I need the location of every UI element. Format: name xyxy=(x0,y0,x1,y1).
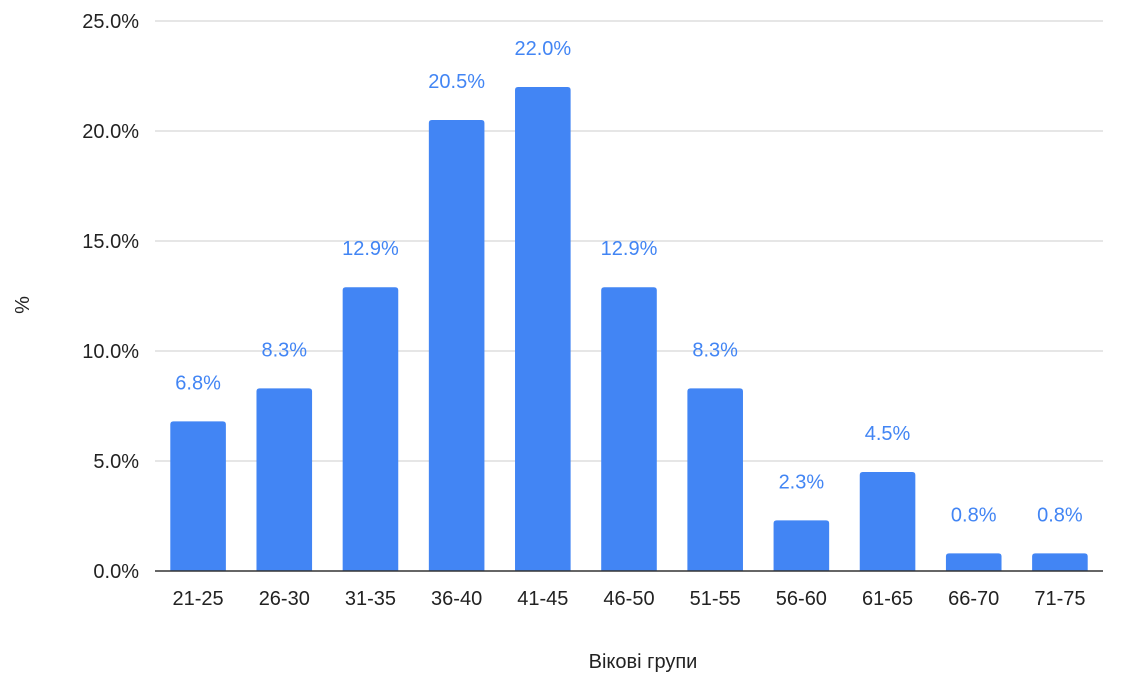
y-tick-label: 5.0% xyxy=(93,451,139,473)
bar-26-30 xyxy=(256,388,313,571)
bar-31-35 xyxy=(342,287,399,571)
bar-56-60 xyxy=(773,520,830,571)
y-tick-label: 15.0% xyxy=(82,231,139,253)
data-label: 8.3% xyxy=(692,339,738,361)
bar-71-75 xyxy=(1032,553,1088,571)
y-tick-label: 0.0% xyxy=(93,561,139,583)
x-tick-label: 56-60 xyxy=(776,588,827,610)
y-axis-ticks: 0.0% 5.0% 10.0% 15.0% 20.0% 25.0% xyxy=(82,11,139,583)
x-tick-label: 51-55 xyxy=(690,588,741,610)
data-label: 20.5% xyxy=(428,71,485,93)
data-label: 22.0% xyxy=(514,38,571,60)
x-tick-label: 71-75 xyxy=(1034,588,1085,610)
data-label: 0.8% xyxy=(951,504,997,526)
x-axis-ticks: 21-25 26-30 31-35 36-40 41-45 46-50 51-55 56-60… xyxy=(173,588,1086,610)
data-label: 8.3% xyxy=(261,339,307,361)
data-label: 0.8% xyxy=(1037,504,1083,526)
bars xyxy=(170,87,1088,571)
data-label: 12.9% xyxy=(342,238,399,260)
bar-51-55 xyxy=(687,388,743,571)
y-tick-label: 20.0% xyxy=(82,121,139,143)
x-tick-label: 26-30 xyxy=(259,588,310,610)
x-tick-label: 46-50 xyxy=(603,588,654,610)
bar-36-40 xyxy=(428,120,485,571)
x-tick-label: 66-70 xyxy=(948,588,999,610)
gridlines xyxy=(155,20,1103,462)
data-label: 12.9% xyxy=(601,238,658,260)
bar-66-70 xyxy=(945,553,1002,571)
x-tick-label: 31-35 xyxy=(345,588,396,610)
x-axis-title: Вікові групи xyxy=(589,651,698,673)
y-tick-label: 25.0% xyxy=(82,11,139,33)
y-axis-title: % xyxy=(12,296,34,314)
data-label: 6.8% xyxy=(175,372,221,394)
x-tick-label: 41-45 xyxy=(517,588,568,610)
data-label: 4.5% xyxy=(865,423,911,445)
bar-21-25 xyxy=(170,421,226,571)
data-labels: 6.8% 8.3% 12.9% 20.5% 22.0% 12.9% 8.3% 2.3% 4.5%… xyxy=(175,38,1083,526)
bar-46-50 xyxy=(601,287,657,571)
y-tick-label: 10.0% xyxy=(82,341,139,363)
data-label: 2.3% xyxy=(779,471,825,493)
x-tick-label: 61-65 xyxy=(862,588,913,610)
x-tick-label: 21-25 xyxy=(173,588,224,610)
x-tick-label: 36-40 xyxy=(431,588,482,610)
bar-61-65 xyxy=(859,472,916,571)
bar-41-45 xyxy=(515,87,571,571)
